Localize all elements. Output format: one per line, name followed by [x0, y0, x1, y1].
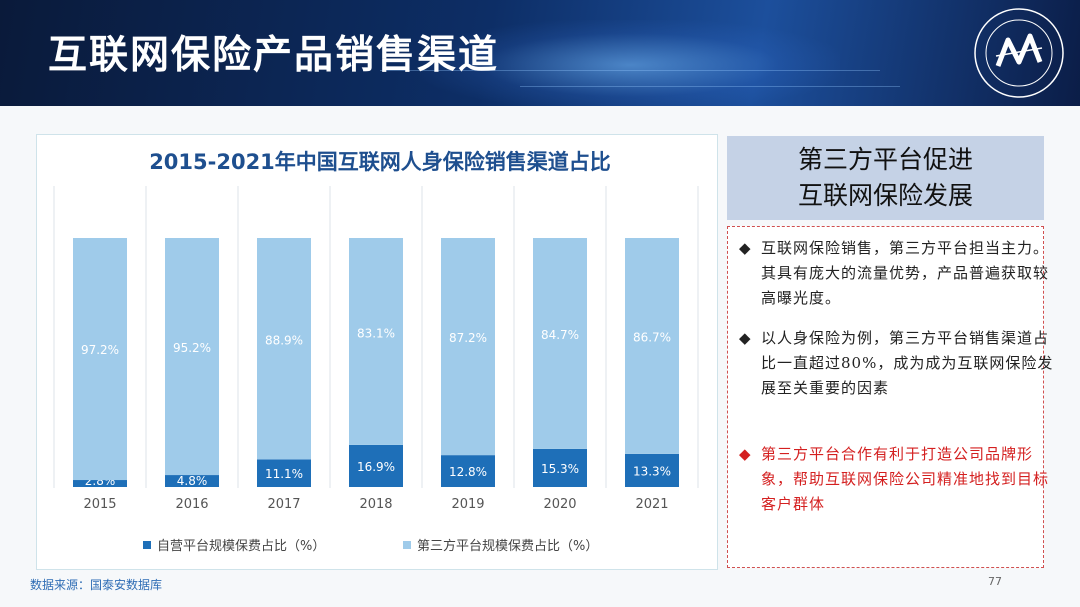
data-label: 13.3% — [633, 464, 671, 478]
legend-label-third-party: 第三方平台规模保费占比（%） — [417, 539, 599, 554]
sidebar-box — [727, 226, 1044, 568]
bar-self-operated — [625, 453, 679, 487]
data-label: 84.7% — [541, 328, 579, 342]
sidebar-heading: 第三方平台促进 互联网保险发展 — [727, 136, 1044, 220]
bullet-item: ◆ 以人身保险为例，第三方平台销售渠道占比一直超过80%，成为成为互联网保险发展… — [739, 326, 1061, 401]
bullet-item-highlight: ◆ 第三方平台合作有利于打造公司品牌形象，帮助互联网保险公司精准地找到目标客户群… — [739, 442, 1061, 517]
x-tick-label: 2019 — [451, 497, 484, 512]
sidebar-heading-line2: 互联网保险发展 — [797, 181, 973, 210]
sidebar-heading-line1: 第三方平台促进 — [797, 145, 973, 174]
legend-third-party: 第三方平台规模保费占比（%） — [403, 535, 598, 554]
legend-swatch-self-operated — [143, 540, 151, 549]
x-tick-label: 2016 — [175, 497, 208, 512]
legend-self-operated: 自营平台规模保费占比（%） — [143, 535, 325, 554]
bar-third-party — [257, 238, 311, 460]
institution-logo — [974, 8, 1064, 98]
header-decoration — [520, 86, 900, 87]
bar-self-operated — [533, 448, 587, 487]
data-label: 16.9% — [357, 460, 395, 474]
diamond-icon: ◆ — [739, 239, 752, 257]
bar-third-party — [165, 238, 219, 476]
data-label: 11.1% — [265, 467, 303, 481]
x-tick-label: 2020 — [543, 497, 576, 512]
header-banner: 互联网保险产品销售渠道 — [0, 0, 1080, 106]
bar-self-operated — [349, 444, 403, 487]
data-label: 97.2% — [81, 343, 119, 357]
bar-third-party — [625, 238, 679, 454]
legend-label-self-operated: 自营平台规模保费占比（%） — [157, 539, 326, 554]
data-label: 87.2% — [449, 331, 487, 345]
data-label: 88.9% — [265, 333, 303, 347]
page-title: 互联网保险产品销售渠道 — [48, 33, 500, 78]
data-label: 95.2% — [173, 341, 211, 355]
page-number: 77 — [988, 575, 1002, 588]
data-label: 12.8% — [449, 465, 487, 479]
legend-swatch-third-party — [403, 540, 411, 549]
bar-third-party — [533, 238, 587, 449]
header-glow — [420, 20, 840, 106]
chart-title: 2015-2021年中国互联网人身保险销售渠道占比 — [149, 150, 611, 174]
bullet-text: 互联网保险销售，第三方平台担当主力。其具有庞大的流量优势，产品普遍获取较高曝光度… — [761, 239, 1050, 307]
x-tick-label: 2015 — [83, 497, 116, 512]
data-label: 83.1% — [357, 326, 395, 340]
diamond-icon: ◆ — [739, 329, 752, 347]
bar-self-operated — [165, 475, 219, 487]
bar-third-party — [349, 238, 403, 445]
diamond-icon: ◆ — [739, 445, 752, 463]
stacked-bar-chart: 2.8%97.2%20154.8%95.2%201611.1%88.9%2017… — [53, 186, 699, 512]
x-tick-label: 2018 — [359, 497, 392, 512]
bullet-item: ◆ 互联网保险销售，第三方平台担当主力。其具有庞大的流量优势，产品普遍获取较高曝… — [739, 236, 1061, 311]
data-label: 86.7% — [633, 331, 671, 345]
bar-self-operated — [73, 480, 127, 487]
bullet-text: 第三方平台合作有利于打造公司品牌形象，帮助互联网保险公司精准地找到目标客户群体 — [761, 445, 1050, 513]
bar-self-operated — [257, 459, 311, 487]
x-tick-label: 2021 — [635, 497, 668, 512]
bar-third-party — [73, 238, 127, 481]
header-decoration — [380, 70, 880, 71]
bullet-text: 以人身保险为例，第三方平台销售渠道占比一直超过80%，成为成为互联网保险发展至关… — [761, 329, 1054, 397]
x-tick-label: 2017 — [267, 497, 300, 512]
bar-third-party — [441, 238, 495, 456]
data-label: 4.8% — [177, 474, 208, 488]
data-label: 15.3% — [541, 462, 579, 476]
data-source: 数据来源：国泰安数据库 — [30, 578, 163, 592]
bar-self-operated — [441, 455, 495, 487]
